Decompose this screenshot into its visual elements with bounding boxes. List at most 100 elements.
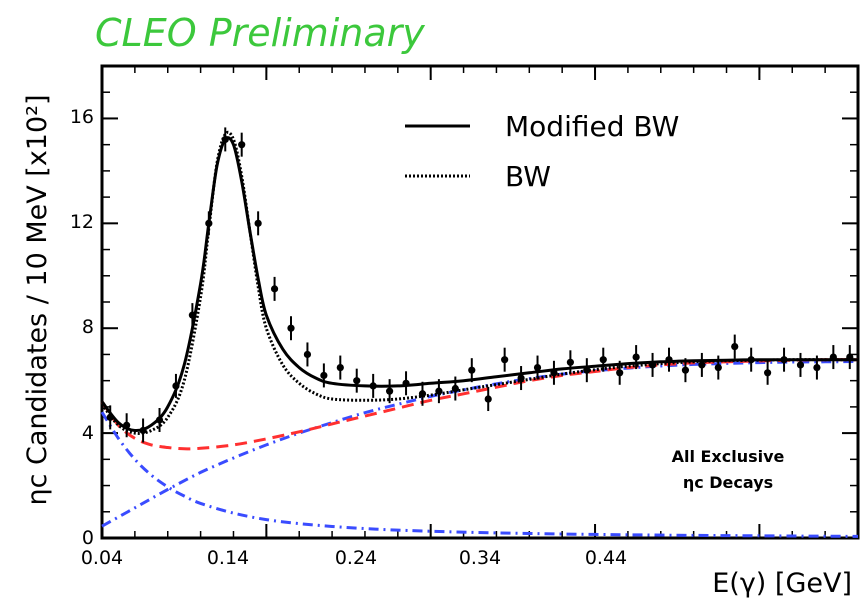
y-tick-label: 0 [82,527,94,549]
point-marker [698,361,706,369]
x-tick-label: 0.24 [335,547,377,569]
data-point [813,355,821,380]
point-marker [583,366,591,374]
data-points [106,127,854,443]
point-marker [517,374,525,382]
point-marker [238,141,246,149]
annotation-line-1: All Exclusive [672,447,785,466]
x-tick-label: 0.44 [585,547,627,569]
point-marker [468,366,476,374]
data-point [764,360,772,385]
point-marker [336,363,344,372]
y-axis-label: ηc Candidates / 10 MeV [x10²] [22,94,53,505]
point-marker [501,356,509,364]
data-point [139,418,147,443]
point-marker [665,356,673,364]
data-point [632,345,640,370]
y-tick-label: 16 [70,106,94,128]
data-point [155,408,164,432]
data-point [698,352,706,377]
data-point [846,345,854,370]
data-point [270,276,279,301]
data-point [435,379,443,404]
chart-title: CLEO Preliminary [95,11,425,55]
axis-ticks [101,65,859,539]
data-point [353,368,361,393]
x-tick-label: 0.04 [81,547,123,569]
point-marker [616,369,624,377]
data-point [369,373,377,398]
data-point [320,363,328,388]
point-marker [846,353,854,361]
data-point [484,387,492,412]
curve-bw [100,130,858,435]
point-marker [550,369,558,377]
point-marker [714,363,722,372]
y-tick-label: 8 [82,316,94,338]
data-point [501,347,509,372]
data-point [402,371,410,396]
data-point [386,379,394,404]
point-marker [796,361,805,369]
data-point [550,360,558,385]
legend-label-bw: BW [505,160,551,193]
point-marker [369,382,377,390]
data-point [599,347,607,372]
point-marker [155,416,164,424]
data-point [287,316,295,341]
point-marker [303,350,312,359]
data-point [188,303,196,328]
point-marker [813,363,821,372]
point-marker [780,356,788,364]
point-marker [731,342,739,351]
y-tick-label: 12 [70,211,94,233]
data-point [648,352,657,377]
point-marker [599,356,607,364]
data-point [533,355,542,380]
data-point [221,127,229,152]
data-point [747,347,755,372]
data-point [468,358,476,383]
point-marker [451,384,459,393]
point-marker [123,421,131,429]
point-marker [386,387,394,395]
point-marker [829,353,837,361]
data-point [681,358,690,383]
point-marker [320,371,328,380]
legend-label-modified-bw: Modified BW [505,110,679,143]
point-marker [287,324,295,332]
point-marker [402,379,410,387]
point-marker [139,426,147,435]
x-tick-label: 0.14 [207,547,249,569]
curve-background-component-4 [100,411,859,538]
data-point [303,342,312,367]
point-marker [418,390,427,398]
data-point [254,211,262,236]
point-marker [353,377,361,385]
data-point [451,376,459,401]
data-point [205,211,213,236]
data-point [583,358,591,383]
data-point [616,360,624,385]
point-marker [172,382,180,390]
data-point [336,355,344,380]
annotation-line-2: ηc Decays [683,473,773,492]
point-marker [106,413,114,421]
data-point [731,334,739,359]
x-axis-label: E(γ) [GeV] [712,568,852,599]
plot-frame [100,64,860,540]
data-point [665,347,673,372]
point-marker [648,361,657,369]
data-point [238,132,246,157]
point-marker [747,356,755,364]
point-marker [533,363,542,372]
data-point [418,381,427,406]
point-marker [764,369,772,377]
x-tick-label: 0.34 [459,547,501,569]
data-point [123,413,131,438]
point-marker [484,395,492,403]
data-point [517,366,525,391]
point-marker [221,135,229,144]
y-tick-label: 4 [82,422,94,444]
